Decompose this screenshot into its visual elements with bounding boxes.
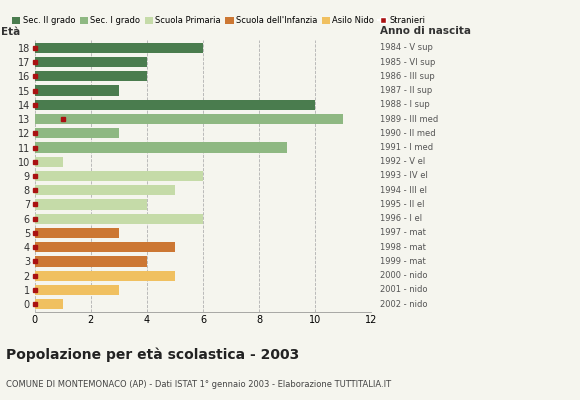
Bar (35, 285, 119, 295)
Bar (35, 242, 175, 252)
Text: 1984 - V sup: 1984 - V sup (380, 43, 433, 52)
Bar (35, 214, 203, 224)
Text: 1989 - III med: 1989 - III med (380, 114, 438, 124)
Bar (35, 157, 63, 167)
Text: 1990 - II med: 1990 - II med (380, 129, 436, 138)
Text: Popolazione per età scolastica - 2003: Popolazione per età scolastica - 2003 (6, 348, 299, 362)
Text: 2000 - nido: 2000 - nido (380, 271, 427, 280)
Text: 2002 - nido: 2002 - nido (380, 300, 427, 309)
Bar (35, 199, 147, 210)
Text: 1997 - mat: 1997 - mat (380, 228, 426, 238)
Text: 1985 - VI sup: 1985 - VI sup (380, 58, 435, 66)
Bar (35, 114, 343, 124)
Text: Età: Età (1, 27, 20, 37)
Bar (35, 185, 175, 195)
Bar (35, 128, 119, 138)
Text: 1991 - I med: 1991 - I med (380, 143, 433, 152)
Text: 1994 - III el: 1994 - III el (380, 186, 427, 195)
Text: COMUNE DI MONTEMONACO (AP) - Dati ISTAT 1° gennaio 2003 - Elaborazione TUTTITALI: COMUNE DI MONTEMONACO (AP) - Dati ISTAT … (6, 380, 391, 389)
Bar (35, 142, 287, 153)
Text: 1995 - II el: 1995 - II el (380, 200, 425, 209)
Bar (35, 100, 315, 110)
Bar (35, 299, 63, 309)
Bar (35, 57, 147, 67)
Text: 1996 - I el: 1996 - I el (380, 214, 422, 223)
Bar (35, 43, 203, 53)
Legend: Sec. II grado, Sec. I grado, Scuola Primaria, Scuola dell'Infanzia, Asilo Nido, : Sec. II grado, Sec. I grado, Scuola Prim… (12, 16, 425, 25)
Text: 2001 - nido: 2001 - nido (380, 286, 427, 294)
Bar (35, 171, 203, 181)
Bar (35, 228, 119, 238)
Bar (35, 256, 147, 266)
Text: Anno di nascita: Anno di nascita (380, 26, 471, 36)
Text: 1999 - mat: 1999 - mat (380, 257, 426, 266)
Text: 1998 - mat: 1998 - mat (380, 243, 426, 252)
Text: 1986 - III sup: 1986 - III sup (380, 72, 434, 81)
Bar (35, 270, 175, 281)
Text: 1993 - IV el: 1993 - IV el (380, 172, 428, 180)
Bar (35, 71, 147, 82)
Text: 1992 - V el: 1992 - V el (380, 157, 425, 166)
Text: 1987 - II sup: 1987 - II sup (380, 86, 432, 95)
Bar (35, 86, 119, 96)
Text: 1988 - I sup: 1988 - I sup (380, 100, 430, 109)
